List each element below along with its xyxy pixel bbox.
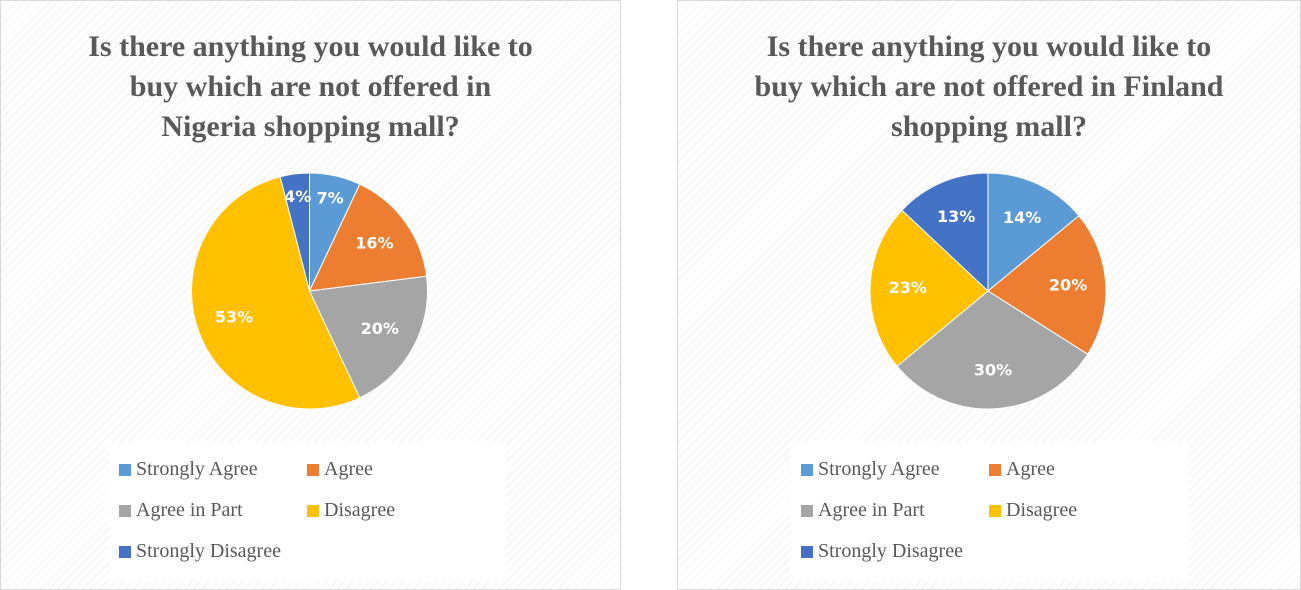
legend-swatch [801,545,813,558]
legend-label: Disagree [324,499,396,521]
chart-title: Is there anything you would like to buy … [88,30,533,143]
chart-title: Is there anything you would like to buy … [754,30,1224,143]
data-label: 20% [361,319,399,338]
legend-entry: Strongly Disagree [119,531,307,572]
data-label: 4% [284,187,311,206]
legend-label: Agree in Part [136,499,243,521]
data-label: 23% [889,278,927,297]
pie-slice [901,172,989,293]
legend-swatch [119,545,131,558]
legend-label: Strongly Agree [818,458,940,480]
pie-slice [987,172,1080,293]
legend-swatch [119,504,131,517]
legend-entry: Agree [989,449,1189,490]
pie-slice [308,183,428,292]
legend: Strongly Agree Agree Agree in Part Disagree… [109,441,506,581]
legend: Strongly Agree Agree Agree in Part Disagree… [791,441,1188,581]
data-label: 53% [215,308,253,327]
legend-entry: Strongly Agree [801,449,989,490]
pie-slice [191,176,361,410]
legend-swatch [307,504,319,517]
pie-slice [279,172,310,292]
data-label: 30% [974,361,1012,380]
legend-swatch [801,504,813,517]
pie-slice [987,215,1107,355]
pie-chart: 14% 20% 30% 23% 13% [869,172,1107,410]
pie-slice [308,275,428,399]
legend-entry: Disagree [307,490,507,531]
chart-panel: Is there anything you would like to buy … [677,0,1301,590]
pie-slice [896,290,1089,410]
legend-entry: Disagree [989,490,1189,531]
data-label: 14% [1003,208,1041,227]
data-label: 16% [355,233,393,252]
pie-chart: 7% 16% 20% 53% 4% [191,172,428,410]
legend-entry: Agree [307,449,507,490]
legend-swatch [989,463,1001,476]
legend-entry: Agree in Part [119,490,307,531]
data-label: 7% [317,188,344,207]
data-label: 13% [937,207,975,226]
legend-label: Disagree [1006,499,1078,521]
legend-swatch [119,463,131,476]
legend-label: Agree [1006,458,1055,480]
legend-label: Strongly Disagree [818,540,963,562]
legend-label: Agree in Part [818,499,925,521]
legend-entry: Strongly Disagree [801,531,989,572]
legend-label: Strongly Agree [136,458,258,480]
legend-label: Agree [324,458,373,480]
pie-slice [869,209,989,367]
legend-entry: Agree in Part [801,490,989,531]
legend-entry: Strongly Agree [119,449,307,490]
legend-swatch [989,504,1001,517]
legend-label: Strongly Disagree [136,540,281,562]
data-label: 20% [1049,275,1087,294]
chart-panel: Is there anything you would like to buy … [0,0,621,590]
legend-swatch [801,463,813,476]
legend-swatch [307,463,319,476]
